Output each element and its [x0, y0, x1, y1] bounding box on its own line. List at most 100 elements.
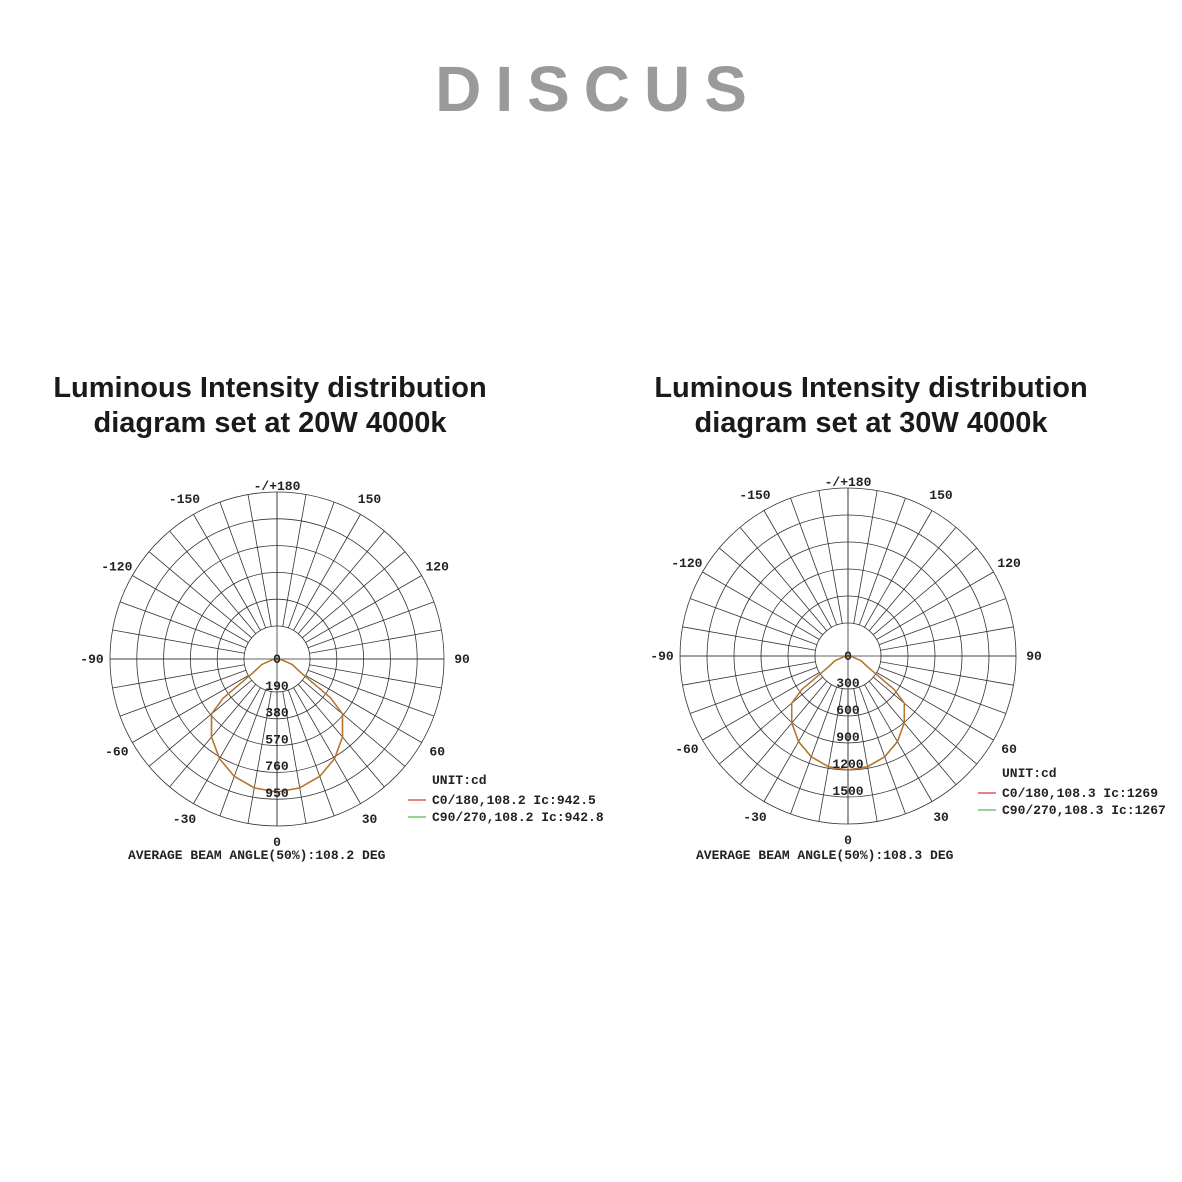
chart0-grid-spoke [309, 664, 442, 689]
chart0-grid-spoke [293, 514, 361, 631]
chart0-grid-spoke [282, 691, 307, 824]
chart1-angle-label: -60 [675, 742, 699, 757]
chart1-center-label: 0 [844, 649, 852, 664]
chart1-grid-spoke [864, 684, 933, 802]
chart0-angle-label: 30 [362, 812, 378, 827]
chart1-grid-spoke [818, 490, 843, 624]
chart0-grid-spoke [247, 494, 272, 627]
chart-title-20w-line1: Luminous Intensity distribution [53, 372, 487, 404]
chart0-grid-spoke [293, 687, 361, 804]
chart0-ring-label: 380 [265, 706, 289, 721]
chart-title-30w: Luminous Intensity distribution diagram … [591, 371, 1151, 441]
chart0-angle-label: -150 [169, 492, 200, 507]
chart1-grid-spoke [853, 490, 878, 624]
chart0-angle-label: -/+180 [254, 479, 301, 494]
chart1-grid-spoke [682, 661, 816, 686]
chart1-angle-label: 150 [929, 488, 953, 503]
chart0-grid-spoke [193, 514, 261, 631]
chart0-beam-angle-footer: AVERAGE BEAM ANGLE(50%):108.2 DEG [128, 848, 386, 863]
chart0-grid-spoke [287, 501, 335, 629]
chart1-grid-spoke [864, 510, 933, 628]
chart1-grid-spoke [739, 527, 828, 631]
chart0-grid-spoke [132, 675, 249, 743]
chart0-grid-spoke [119, 669, 247, 717]
chart0-grid-spoke [112, 664, 245, 689]
chart0-grid-spoke [309, 629, 442, 654]
chart1-legend-label: C0/180,108.3 Ic:1269 [1002, 786, 1158, 801]
chart1-grid-spoke [702, 672, 820, 741]
chart0-grid-spoke [282, 494, 307, 627]
chart1-legend-label: C90/270,108.3 Ic:1267 [1002, 803, 1166, 818]
chart1-grid-spoke [702, 571, 820, 640]
chart0-grid-spoke [132, 575, 249, 643]
chart0-angle-label: -60 [105, 745, 129, 760]
chart0-angle-label: 90 [454, 652, 470, 667]
chart1-grid-spoke [682, 626, 816, 651]
chart0-grid-spoke [302, 679, 406, 767]
brand-logo: DISCUS [435, 53, 761, 125]
chart0-grid-spoke [169, 684, 257, 788]
chart1-grid-spoke [868, 681, 957, 785]
chart0-angle-label: 120 [425, 560, 449, 575]
chart1-ring-label: 300 [836, 676, 860, 691]
chart0-grid-spoke [193, 687, 261, 804]
chart1-angle-label: 90 [1026, 649, 1042, 664]
chart0-grid-spoke [287, 689, 335, 817]
chart0-grid-spoke [219, 501, 267, 629]
chart1-grid-spoke [868, 527, 957, 631]
chart1-angle-label: 120 [997, 556, 1021, 571]
chart0-ring-label: 950 [265, 786, 289, 801]
chart1-angle-label: -/+180 [825, 475, 872, 490]
chart1-grid-spoke [880, 626, 1014, 651]
chart1-grid-spoke [763, 684, 832, 802]
chart0-ring-label: 570 [265, 732, 289, 747]
chart1-ring-label: 900 [836, 730, 860, 745]
chart0-series-c90-270-curve [210, 658, 344, 793]
chart1-grid-spoke [689, 666, 818, 714]
chart1-grid-spoke [876, 571, 994, 640]
chart0-ring-label: 190 [265, 679, 289, 694]
chart1-grid-spoke [719, 676, 823, 765]
chart0-angle-label: 60 [429, 745, 445, 760]
chart1-grid-spoke [790, 497, 838, 626]
chart1-grid-spoke [818, 688, 843, 822]
chart0-grid-spoke [307, 669, 435, 717]
chart1-angle-label: -90 [650, 649, 674, 664]
chart1-grid-spoke [719, 547, 823, 636]
chart0-angle-label: 150 [358, 492, 382, 507]
chart1-grid-spoke [763, 510, 832, 628]
chart1-grid-spoke [790, 686, 838, 815]
chart0-legend-label: C0/180,108.2 Ic:942.5 [432, 793, 596, 808]
chart1-grid-spoke [858, 497, 906, 626]
chart0-grid-spoke [119, 601, 247, 649]
chart-title-30w-line2: diagram set at 30W 4000k [694, 407, 1048, 439]
chart-title-20w-line2: diagram set at 20W 4000k [93, 407, 447, 439]
chart0-angle-label: -120 [101, 560, 132, 575]
chart0-grid-spoke [305, 575, 422, 643]
chart0-grid-spoke [148, 679, 252, 767]
chart0-grid-spoke [297, 530, 385, 634]
chart0-grid-spoke [297, 684, 385, 788]
chart1-angle-label: -30 [743, 810, 767, 825]
chart1-grid-spoke [853, 688, 878, 822]
chart0-grid-spoke [307, 601, 435, 649]
chart0-legend-label: C90/270,108.2 Ic:942.8 [432, 810, 604, 825]
chart0-angle-label: -30 [173, 812, 197, 827]
chart1-grid-spoke [880, 661, 1014, 686]
chart1-grid-spoke [739, 681, 828, 785]
chart0-grid-spoke [247, 691, 272, 824]
chart0-grid-spoke [305, 675, 422, 743]
chart0-grid-spoke [148, 551, 252, 639]
chart0-unit-label: UNIT:cd [432, 773, 487, 788]
chart0-ring-label: 760 [265, 759, 289, 774]
chart1-angle-label: 30 [933, 810, 949, 825]
chart1-beam-angle-footer: AVERAGE BEAM ANGLE(50%):108.3 DEG [696, 848, 954, 863]
chart1-series-c90-270-curve [791, 655, 905, 771]
chart0-angle-label: -90 [80, 652, 104, 667]
chart1-angle-label: -150 [739, 488, 770, 503]
chart0-grid-spoke [219, 689, 267, 817]
chart1-angle-label: 60 [1001, 742, 1017, 757]
chart1-ring-label: 1200 [832, 757, 863, 772]
